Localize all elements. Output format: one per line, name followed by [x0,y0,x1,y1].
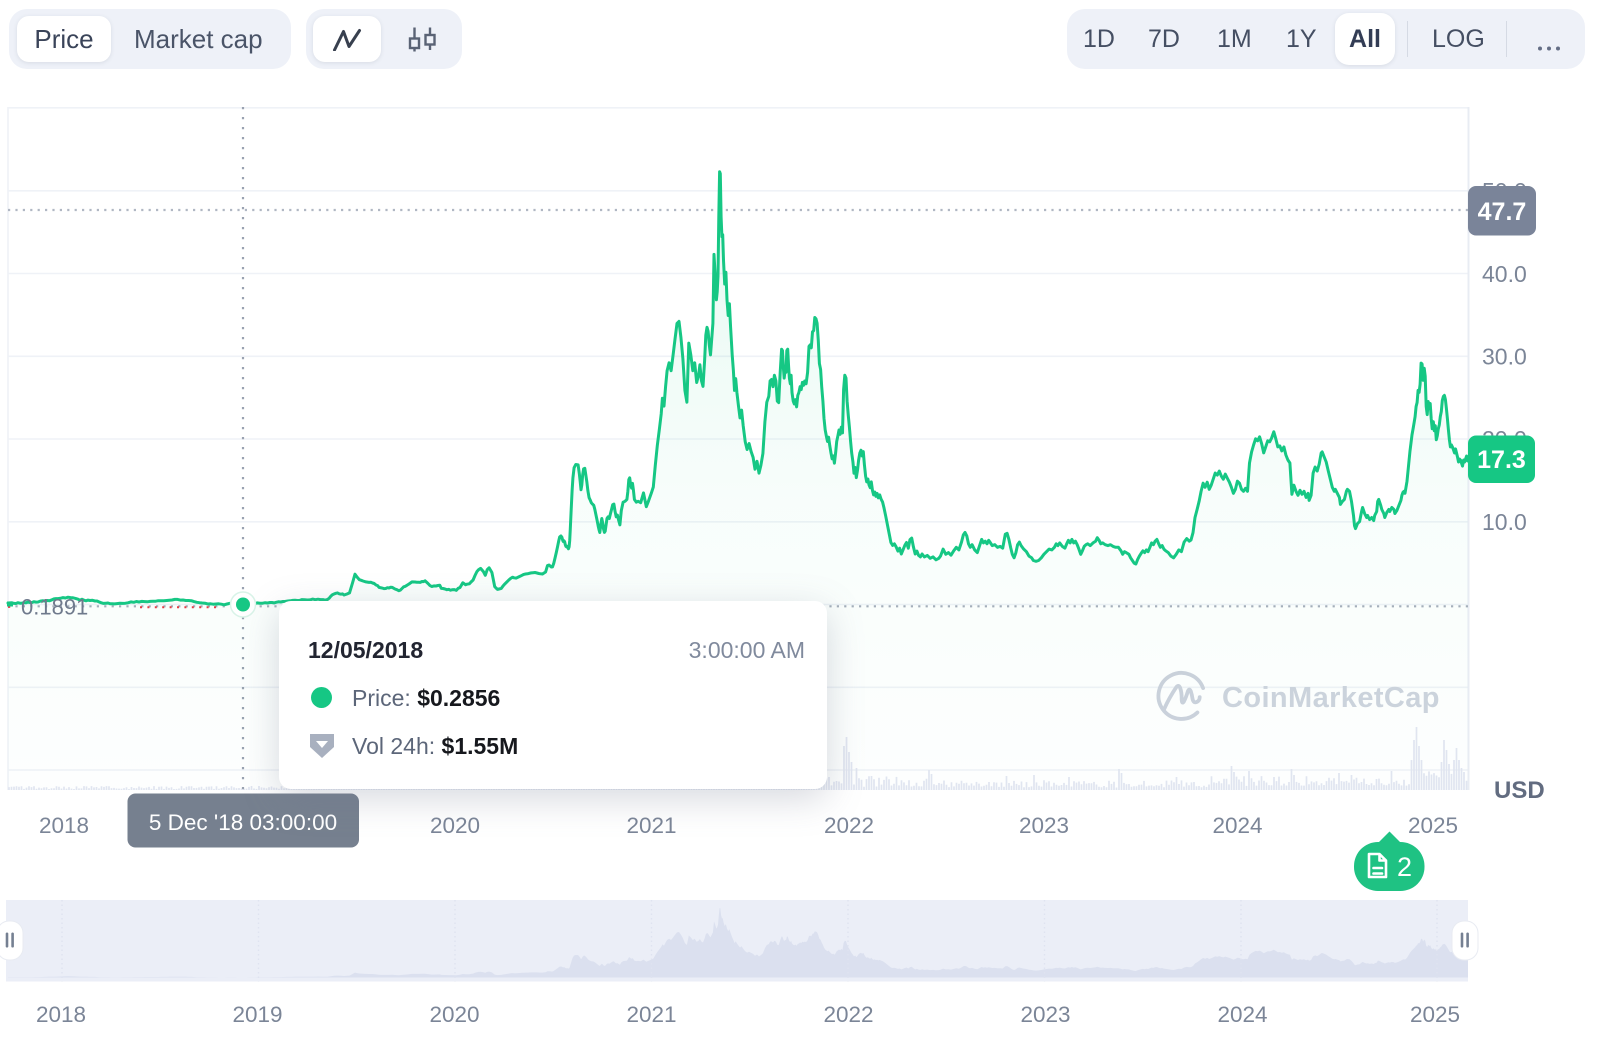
svg-text:40.0: 40.0 [1482,261,1527,287]
svg-text:0.1891: 0.1891 [21,595,88,620]
svg-text:2020: 2020 [430,813,480,838]
svg-text:2021: 2021 [626,1002,676,1027]
svg-text:5 Dec '18 03:00:00: 5 Dec '18 03:00:00 [149,810,337,835]
svg-text:2020: 2020 [429,1002,479,1027]
svg-text:2019: 2019 [232,1002,282,1027]
svg-text:2018: 2018 [39,813,89,838]
svg-text:USD: USD [1494,777,1545,804]
svg-text:2023: 2023 [1019,813,1069,838]
svg-text:2021: 2021 [626,813,676,838]
svg-text:47.7: 47.7 [1478,198,1527,226]
svg-text:2025: 2025 [1408,813,1458,838]
svg-text:2023: 2023 [1020,1002,1070,1027]
svg-text:2025: 2025 [1410,1002,1460,1027]
svg-text:2018: 2018 [36,1002,86,1027]
svg-text:2024: 2024 [1212,813,1262,838]
svg-text:2024: 2024 [1217,1002,1267,1027]
svg-text:10.0: 10.0 [1482,509,1527,535]
svg-text:2022: 2022 [824,813,874,838]
svg-text:17.3: 17.3 [1477,446,1526,474]
svg-text:2022: 2022 [823,1002,873,1027]
svg-text:2: 2 [1397,852,1412,882]
svg-text:30.0: 30.0 [1482,344,1527,370]
